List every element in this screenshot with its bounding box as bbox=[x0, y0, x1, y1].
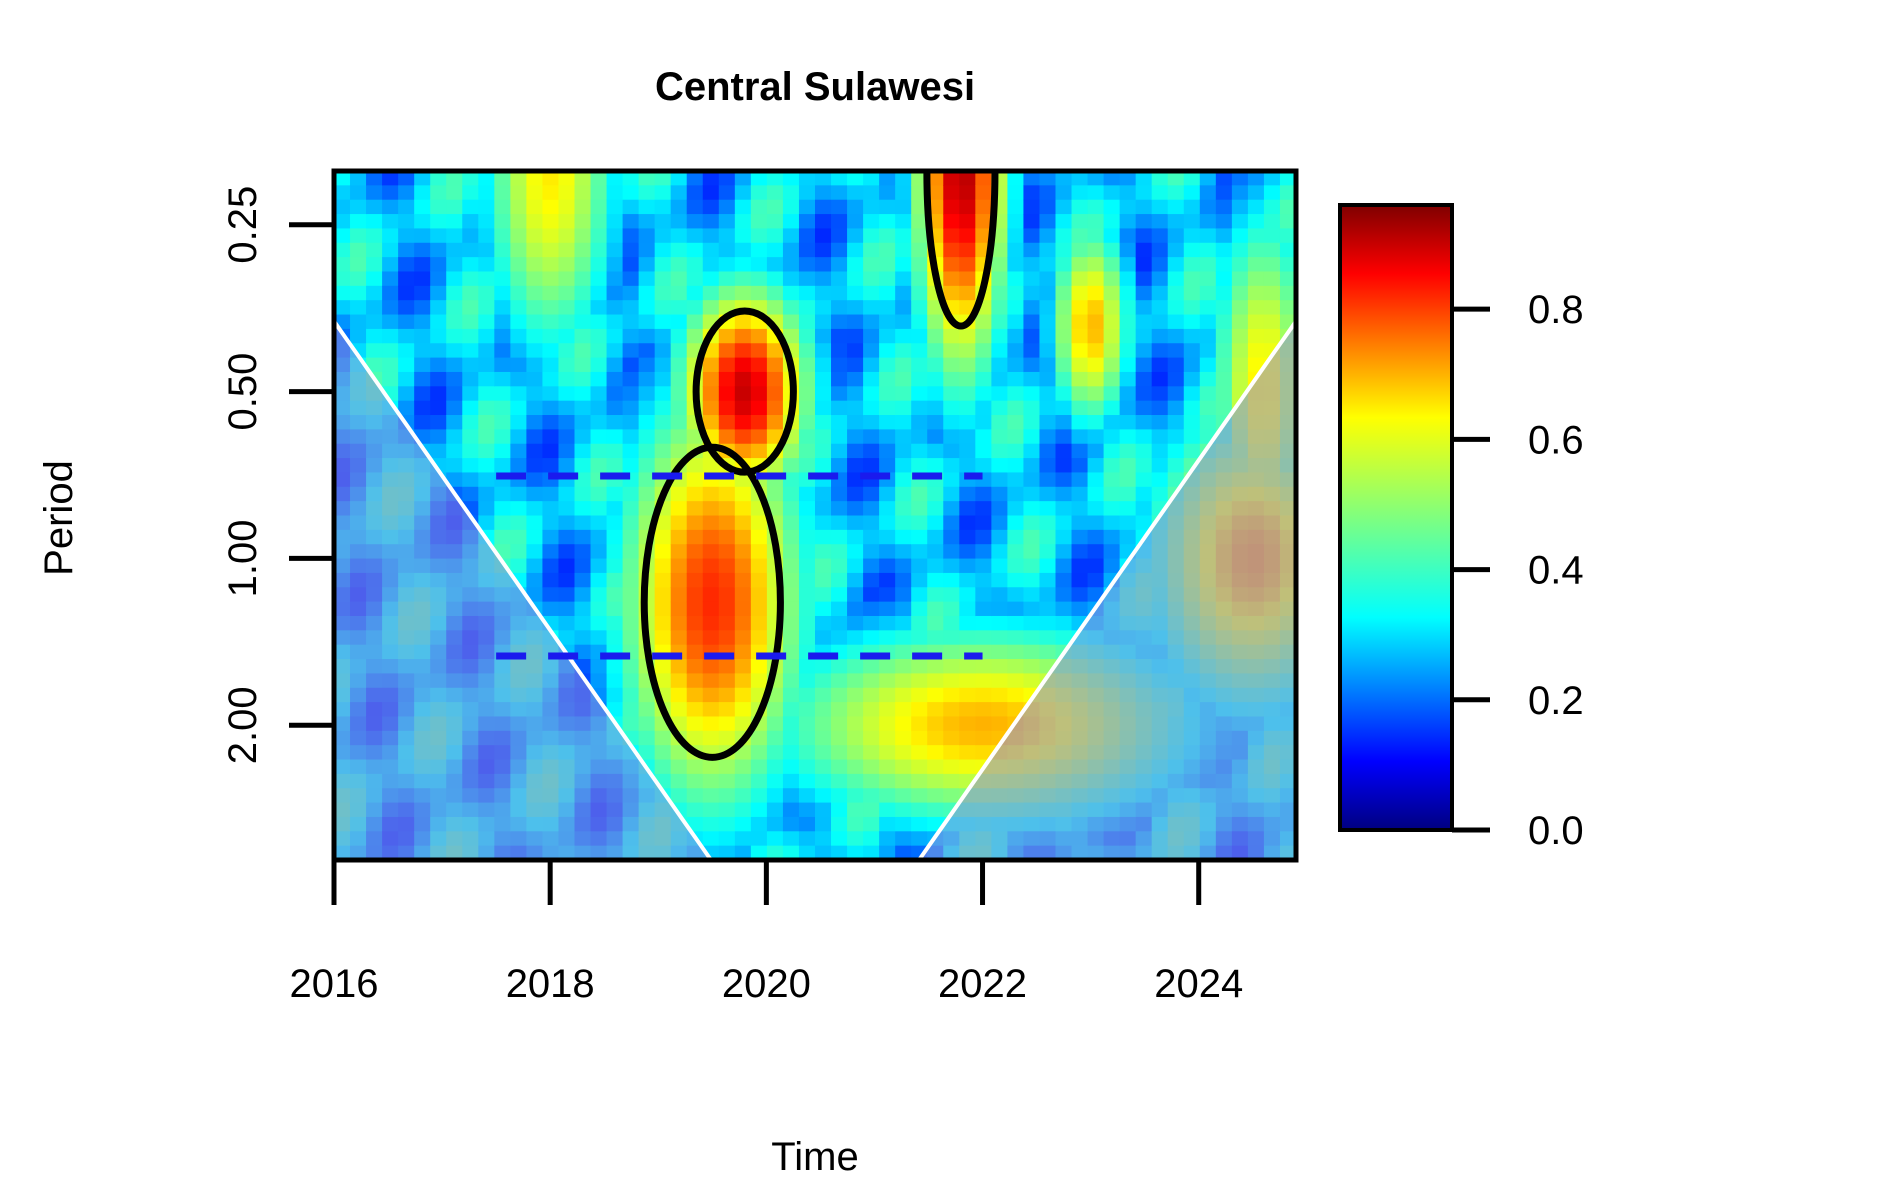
cone-shade bbox=[334, 171, 1296, 860]
y-tick-label: 0.50 bbox=[221, 353, 265, 431]
x-axis-label: Time bbox=[771, 1135, 858, 1179]
significance-overlay bbox=[334, 171, 1296, 860]
x-tick-label: 2018 bbox=[506, 962, 595, 1006]
colorbar-tick-label: 0.2 bbox=[1528, 679, 1584, 723]
colorbar-gradient bbox=[1338, 203, 1454, 832]
y-tick-label: 1.00 bbox=[221, 520, 265, 598]
y-axis-label: Period bbox=[37, 460, 81, 576]
chart-title: Central Sulawesi bbox=[655, 65, 975, 109]
colorbar-tick-label: 0.0 bbox=[1528, 809, 1584, 853]
colorbar-ticks: 0.0 0.2 0.4 0.6 0.8 bbox=[1452, 288, 1584, 853]
significance-contour bbox=[923, 171, 999, 330]
y-tick-label: 0.25 bbox=[221, 186, 265, 264]
colorbar: 0.0 0.2 0.4 0.6 0.8 bbox=[1338, 203, 1584, 853]
x-tick-label: 2024 bbox=[1154, 962, 1243, 1006]
x-tick-label: 2022 bbox=[938, 962, 1027, 1006]
x-tick-label: 2020 bbox=[722, 962, 811, 1006]
colorbar-tick-label: 0.4 bbox=[1528, 549, 1584, 593]
x-tick-label: 2016 bbox=[290, 962, 379, 1006]
cone-of-influence bbox=[334, 320, 1296, 860]
colorbar-tick-label: 0.8 bbox=[1528, 288, 1584, 332]
x-axis: 2016 2018 2020 2022 2024 bbox=[290, 857, 1243, 1006]
y-tick-label: 2.00 bbox=[221, 686, 265, 764]
significance-contour bbox=[640, 443, 784, 761]
y-axis: 0.25 0.50 1.00 2.00 bbox=[221, 186, 334, 764]
significance-contour bbox=[692, 307, 797, 476]
colorbar-tick-label: 0.6 bbox=[1528, 418, 1584, 462]
